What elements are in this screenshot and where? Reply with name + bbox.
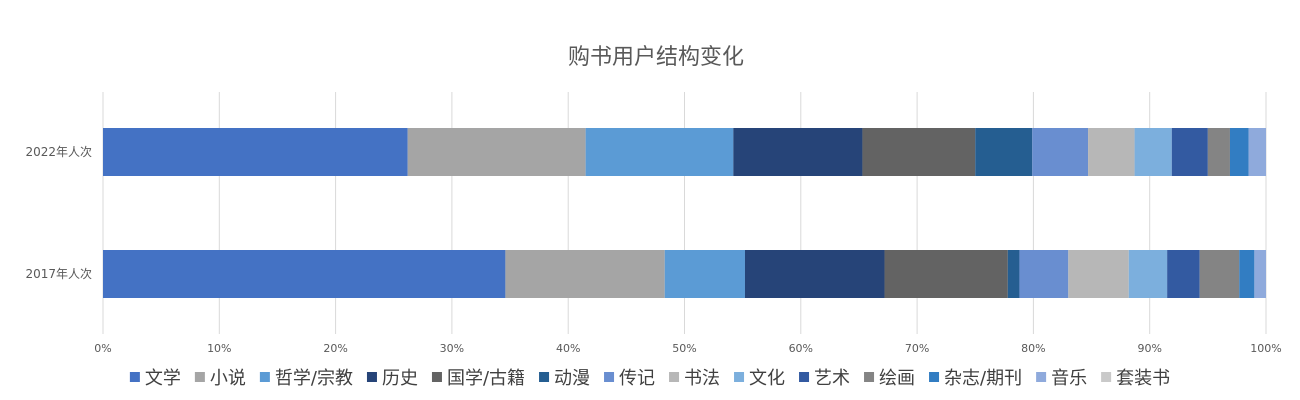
bar-segment [1171, 128, 1208, 176]
bar-segment [1019, 250, 1069, 298]
bar-segment [1128, 250, 1168, 298]
legend-swatch [864, 372, 875, 382]
bar-segment [1068, 250, 1129, 298]
legend-swatch [539, 372, 550, 382]
legend-item: 小说 [194, 368, 246, 389]
legend-swatch [129, 372, 140, 382]
legend-label: 艺术 [814, 368, 850, 389]
bar-segment [884, 250, 1008, 298]
bar-segment [505, 250, 665, 298]
chart-title: 购书用户结构变化 [568, 45, 744, 70]
bar-segment [1239, 250, 1255, 298]
x-tick-label: 20% [323, 342, 347, 355]
legend-item: 套装书 [1101, 368, 1170, 389]
legend-swatch [734, 372, 745, 382]
legend-label: 杂志/期刊 [944, 368, 1022, 389]
bar-segment [664, 250, 745, 298]
legend-swatch [194, 372, 205, 382]
legend-label: 音乐 [1051, 368, 1087, 389]
bar-segment [1229, 128, 1249, 176]
bar-segment [1032, 128, 1089, 176]
legend-swatch [1036, 372, 1047, 382]
x-tick-label: 70% [905, 342, 929, 355]
bar-segment [1134, 128, 1172, 176]
axis-labels: 0% 10% 20% 30% 40% 50% 60% 70% 80% 90% 100% 2022年人次… [25, 145, 1281, 355]
bar-segment [1167, 250, 1200, 298]
legend-label: 历史 [382, 368, 418, 389]
legend-swatch [1101, 372, 1112, 382]
x-tick-label: 60% [789, 342, 813, 355]
legend-swatch [431, 372, 442, 382]
x-tick-label: 40% [556, 342, 580, 355]
x-tick-label: 100% [1250, 342, 1281, 355]
legend: 文学 小说 哲学/宗教 历史 国学/古籍 动漫 传记 书法 文化 艺术 绘画 杂志/期刊 音乐 套装书 [129, 368, 1170, 389]
legend-swatch [366, 372, 377, 382]
bar-segment [862, 128, 976, 176]
legend-swatch [799, 372, 810, 382]
bar-segment [103, 250, 506, 298]
legend-label: 文学 [145, 368, 181, 389]
legend-item: 杂志/期刊 [929, 368, 1022, 389]
legend-label: 哲学/宗教 [275, 368, 353, 389]
bars [103, 128, 1266, 298]
x-tick-label: 80% [1021, 342, 1045, 355]
bar-segment [1207, 128, 1230, 176]
bar-segment [103, 128, 408, 176]
legend-label: 国学/古籍 [447, 368, 525, 389]
x-tick-label: 30% [440, 342, 464, 355]
bar-segment [407, 128, 586, 176]
legend-item: 动漫 [539, 368, 590, 389]
legend-label: 文化 [749, 368, 785, 389]
bar-segment [1088, 128, 1135, 176]
legend-item: 历史 [366, 368, 418, 389]
legend-item: 文学 [129, 368, 181, 389]
legend-label: 小说 [210, 368, 246, 389]
legend-item: 书法 [669, 368, 720, 389]
legend-item: 哲学/宗教 [259, 368, 353, 389]
legend-item: 文化 [734, 368, 785, 389]
x-tick-label: 10% [207, 342, 231, 355]
bar-segment [1254, 250, 1266, 298]
x-tick-label: 90% [1137, 342, 1161, 355]
x-tick-label: 50% [672, 342, 696, 355]
y-category-label: 2017年人次 [25, 267, 92, 281]
legend-swatch [604, 372, 615, 382]
legend-swatch [669, 372, 680, 382]
legend-swatch [929, 372, 940, 382]
legend-item: 传记 [604, 368, 655, 389]
legend-label: 书法 [684, 368, 720, 389]
legend-item: 音乐 [1036, 368, 1087, 389]
bar-segment [975, 128, 1033, 176]
bar-segment [744, 250, 885, 298]
legend-swatch [259, 372, 270, 382]
bar-segment [1248, 128, 1266, 176]
legend-label: 动漫 [554, 368, 590, 389]
bar-segment [1199, 250, 1240, 298]
legend-item: 国学/古籍 [431, 368, 525, 389]
legend-item: 艺术 [799, 368, 850, 389]
legend-item: 绘画 [864, 368, 915, 389]
x-tick-label: 0% [94, 342, 111, 355]
bar-segment [1007, 250, 1020, 298]
bar-segment [733, 128, 863, 176]
bar-segment [585, 128, 734, 176]
y-category-label: 2022年人次 [25, 145, 92, 159]
legend-label: 绘画 [879, 368, 915, 389]
legend-label: 套装书 [1116, 368, 1170, 389]
legend-label: 传记 [619, 368, 655, 389]
